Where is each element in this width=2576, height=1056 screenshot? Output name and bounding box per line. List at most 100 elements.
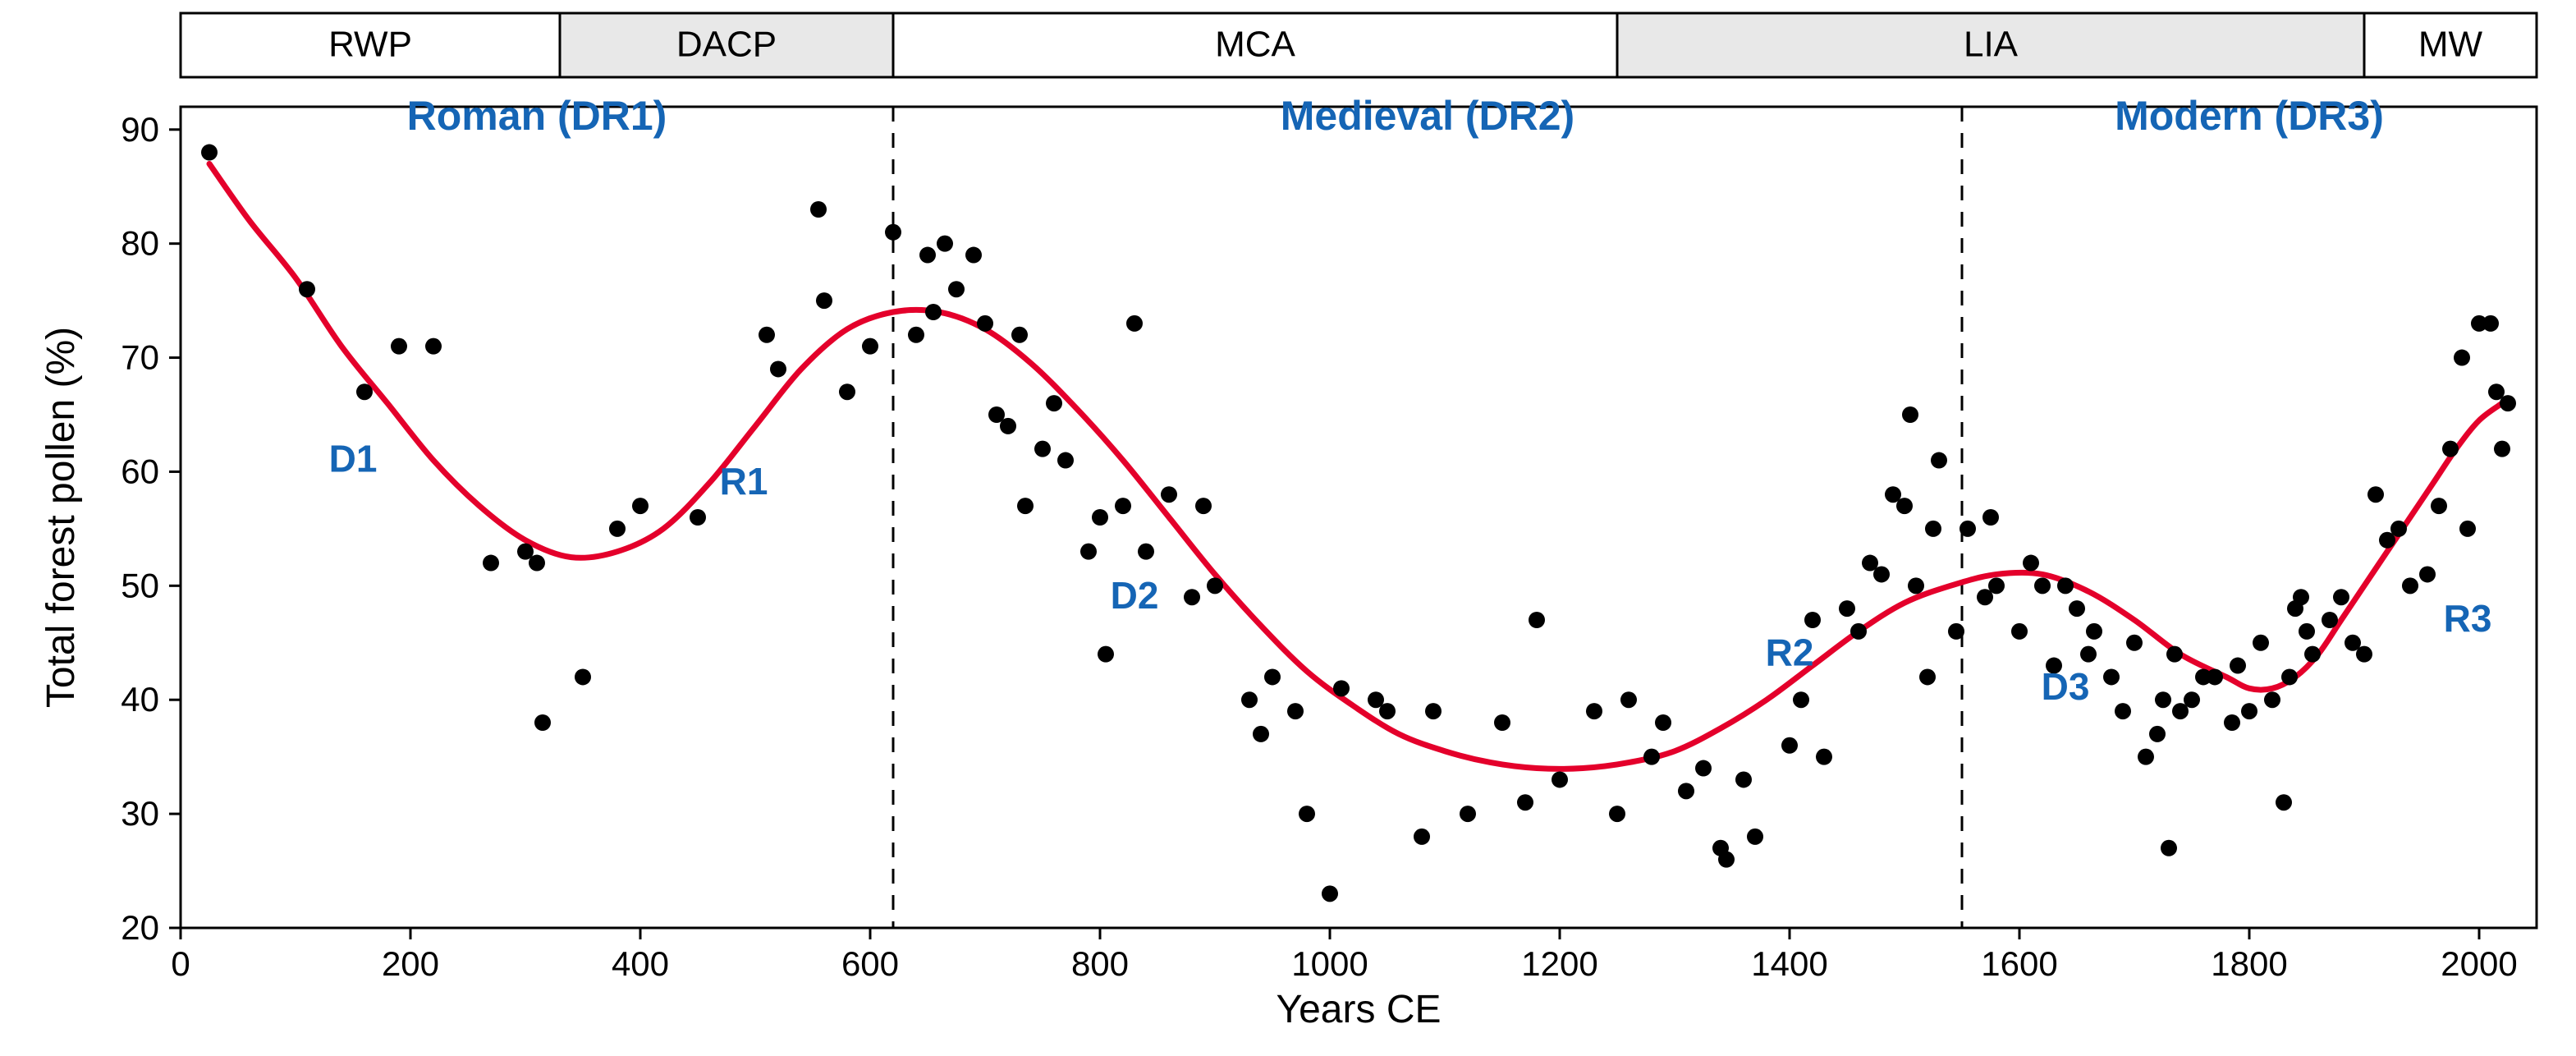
period-label: MW: [2418, 25, 2483, 65]
data-point: [816, 292, 832, 309]
x-tick-label: 1000: [1291, 944, 1368, 983]
data-point: [1115, 498, 1131, 514]
data-point: [925, 304, 942, 320]
data-point: [1586, 703, 1602, 719]
y-axis-title: Total forest pollen (%): [39, 327, 83, 708]
data-point: [2253, 635, 2269, 651]
data-point: [1873, 566, 1890, 582]
data-point: [1046, 395, 1062, 411]
period-label: MCA: [1215, 25, 1295, 65]
data-point: [2069, 600, 2085, 617]
data-point: [575, 668, 591, 685]
data-point: [2281, 668, 2298, 685]
data-point: [1793, 691, 1809, 708]
x-tick-label: 200: [382, 944, 439, 983]
data-point: [2080, 646, 2097, 663]
data-point: [1988, 577, 2005, 594]
data-point: [1322, 885, 1338, 902]
y-tick-label: 40: [121, 680, 159, 719]
data-point: [1718, 852, 1735, 868]
data-point: [1747, 829, 1763, 845]
data-point: [1460, 806, 1476, 822]
trend-curve: [209, 163, 2502, 769]
data-point: [919, 247, 936, 264]
data-point: [1098, 646, 1114, 663]
data-point: [1034, 441, 1051, 457]
data-point: [2390, 521, 2407, 537]
data-point: [1092, 509, 1108, 526]
data-point: [1655, 714, 1671, 731]
data-point: [1919, 668, 1936, 685]
x-tick-label: 600: [841, 944, 899, 983]
period-bar: RWP DACP MCA LIA MW: [181, 13, 2537, 77]
data-point: [1781, 737, 1798, 754]
data-point: [2161, 840, 2177, 856]
y-tick-label: 70: [121, 338, 159, 377]
data-point: [1816, 749, 1832, 765]
data-point: [759, 327, 775, 343]
data-point: [965, 247, 982, 264]
data-point: [1241, 691, 1258, 708]
plot-frame: [181, 107, 2537, 928]
y-tick-label: 30: [121, 794, 159, 833]
data-point: [2442, 441, 2459, 457]
y-tick-label: 50: [121, 566, 159, 604]
phase-label: D3: [2042, 665, 2090, 708]
data-point: [1425, 703, 1442, 719]
y-tick-label: 80: [121, 224, 159, 263]
x-tick-label: 1400: [1751, 944, 1827, 983]
y-tick-label: 90: [121, 110, 159, 149]
data-point: [1333, 680, 1350, 696]
period-label: LIA: [1964, 25, 2019, 65]
data-point: [1161, 486, 1177, 503]
data-point: [1057, 452, 1074, 469]
data-point: [1552, 771, 1568, 787]
data-point: [2454, 350, 2470, 366]
data-point: [2322, 612, 2338, 628]
data-point: [690, 509, 706, 526]
data-point: [2264, 691, 2280, 708]
y-tick-label: 20: [121, 908, 159, 947]
data-point: [2023, 555, 2039, 572]
data-point: [2086, 623, 2102, 640]
data-point: [1253, 726, 1269, 742]
data-point: [2482, 315, 2499, 332]
phase-label: R1: [720, 460, 768, 503]
data-point: [1850, 623, 1867, 640]
phase-label: D1: [329, 437, 378, 480]
data-point: [2126, 635, 2143, 651]
data-point: [1017, 498, 1034, 514]
data-point: [2500, 395, 2516, 411]
period-label: RWP: [328, 25, 412, 65]
data-point: [1839, 600, 1855, 617]
data-point: [977, 315, 993, 332]
data-point: [609, 521, 626, 537]
data-point: [1643, 749, 1660, 765]
chart-container: { "canvas": { "width": 3138, "height": 1…: [0, 0, 2576, 1056]
period-label: DACP: [676, 25, 777, 65]
data-point: [1517, 794, 1533, 810]
data-point: [1620, 691, 1637, 708]
data-point: [483, 555, 499, 572]
data-point: [1960, 521, 1976, 537]
data-point: [1948, 623, 1964, 640]
data-point: [2224, 714, 2240, 731]
data-point: [1000, 418, 1016, 434]
data-point: [1299, 806, 1315, 822]
data-point: [1529, 612, 1545, 628]
chart-svg: RWPDACPMCALIAMW0200400600800100012001400…: [0, 0, 2576, 1056]
data-point: [1138, 544, 1154, 560]
data-point: [2333, 589, 2349, 605]
data-point: [1678, 783, 1694, 799]
era-header: Modern (DR3): [2115, 93, 2384, 139]
data-point: [2155, 691, 2171, 708]
data-point: [2431, 498, 2447, 514]
data-point: [201, 145, 218, 161]
data-point: [1896, 498, 1913, 514]
data-point: [356, 383, 373, 400]
era-header: Roman (DR1): [407, 93, 667, 139]
data-point: [2230, 658, 2246, 674]
data-point: [1735, 771, 1752, 787]
data-point: [2149, 726, 2166, 742]
x-tick-label: 400: [612, 944, 669, 983]
